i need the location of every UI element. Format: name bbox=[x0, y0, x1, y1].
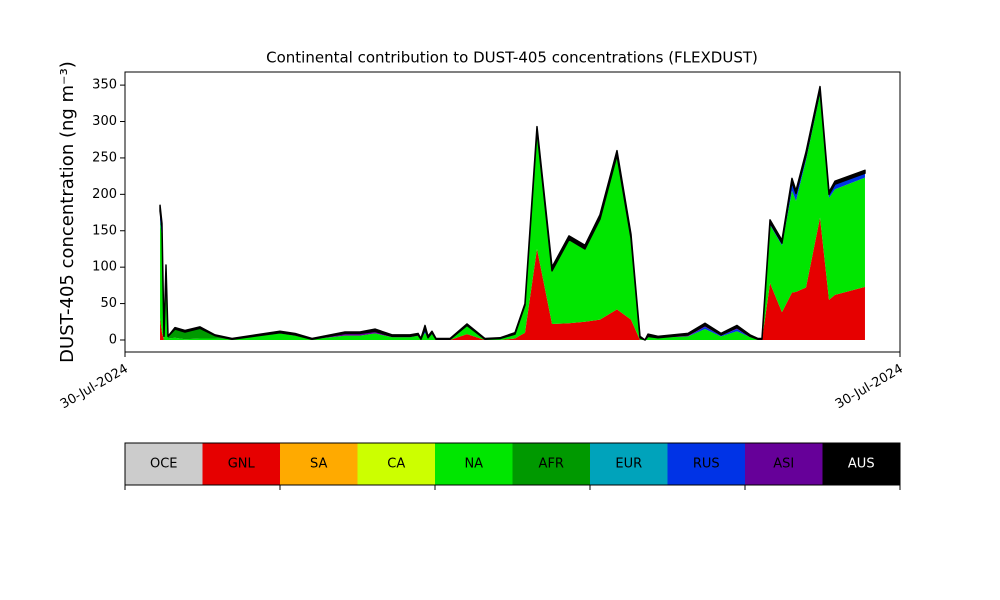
legend-label: NA bbox=[464, 457, 483, 472]
legend-label: SA bbox=[310, 457, 327, 472]
area bbox=[160, 90, 865, 340]
legend-swatch bbox=[822, 443, 901, 485]
legend-label: CA bbox=[387, 457, 405, 472]
chart-title: Continental contribution to DUST-405 con… bbox=[266, 49, 758, 67]
legend-swatch bbox=[745, 443, 823, 485]
area bbox=[159, 85, 866, 341]
area bbox=[160, 217, 865, 340]
y-tick-label: 100 bbox=[92, 260, 117, 275]
y-tick-label: 150 bbox=[92, 223, 117, 238]
legend-label: AFR bbox=[539, 457, 564, 472]
y-tick-label: 200 bbox=[92, 187, 117, 202]
y-tick-label: 250 bbox=[92, 150, 117, 165]
legend-swatch bbox=[590, 443, 668, 485]
area bbox=[160, 93, 865, 340]
plot-frame bbox=[124, 71, 901, 353]
x-tick-label: 30-Jul-2024 bbox=[833, 362, 906, 413]
y-tick-label: 50 bbox=[100, 296, 117, 311]
legend-label: OCE bbox=[150, 457, 178, 472]
legend-swatch bbox=[435, 443, 513, 485]
legend-swatch bbox=[667, 443, 746, 485]
area bbox=[160, 93, 865, 340]
legend-label: GNL bbox=[228, 457, 256, 472]
legend-label: AUS bbox=[848, 457, 875, 472]
legend-swatch bbox=[512, 443, 591, 485]
legend-frame bbox=[124, 442, 901, 486]
area bbox=[160, 90, 865, 340]
y-axis-label: DUST-405 concentration (ng m⁻³) bbox=[57, 61, 78, 363]
x-tick-label: 30-Jul-2024 bbox=[58, 362, 131, 413]
legend-label: RUS bbox=[693, 457, 720, 472]
legend-swatch bbox=[202, 443, 281, 485]
y-tick-label: 350 bbox=[92, 78, 117, 93]
area bbox=[160, 93, 865, 340]
area bbox=[160, 217, 865, 340]
legend-swatch bbox=[125, 443, 203, 485]
y-tick-label: 300 bbox=[92, 114, 117, 129]
legend-label: EUR bbox=[615, 457, 642, 472]
legend-swatch bbox=[280, 443, 358, 485]
legend-label: ASI bbox=[773, 457, 794, 472]
area bbox=[160, 217, 865, 340]
y-tick-label: 0 bbox=[109, 332, 117, 347]
legend-swatch bbox=[357, 443, 436, 485]
